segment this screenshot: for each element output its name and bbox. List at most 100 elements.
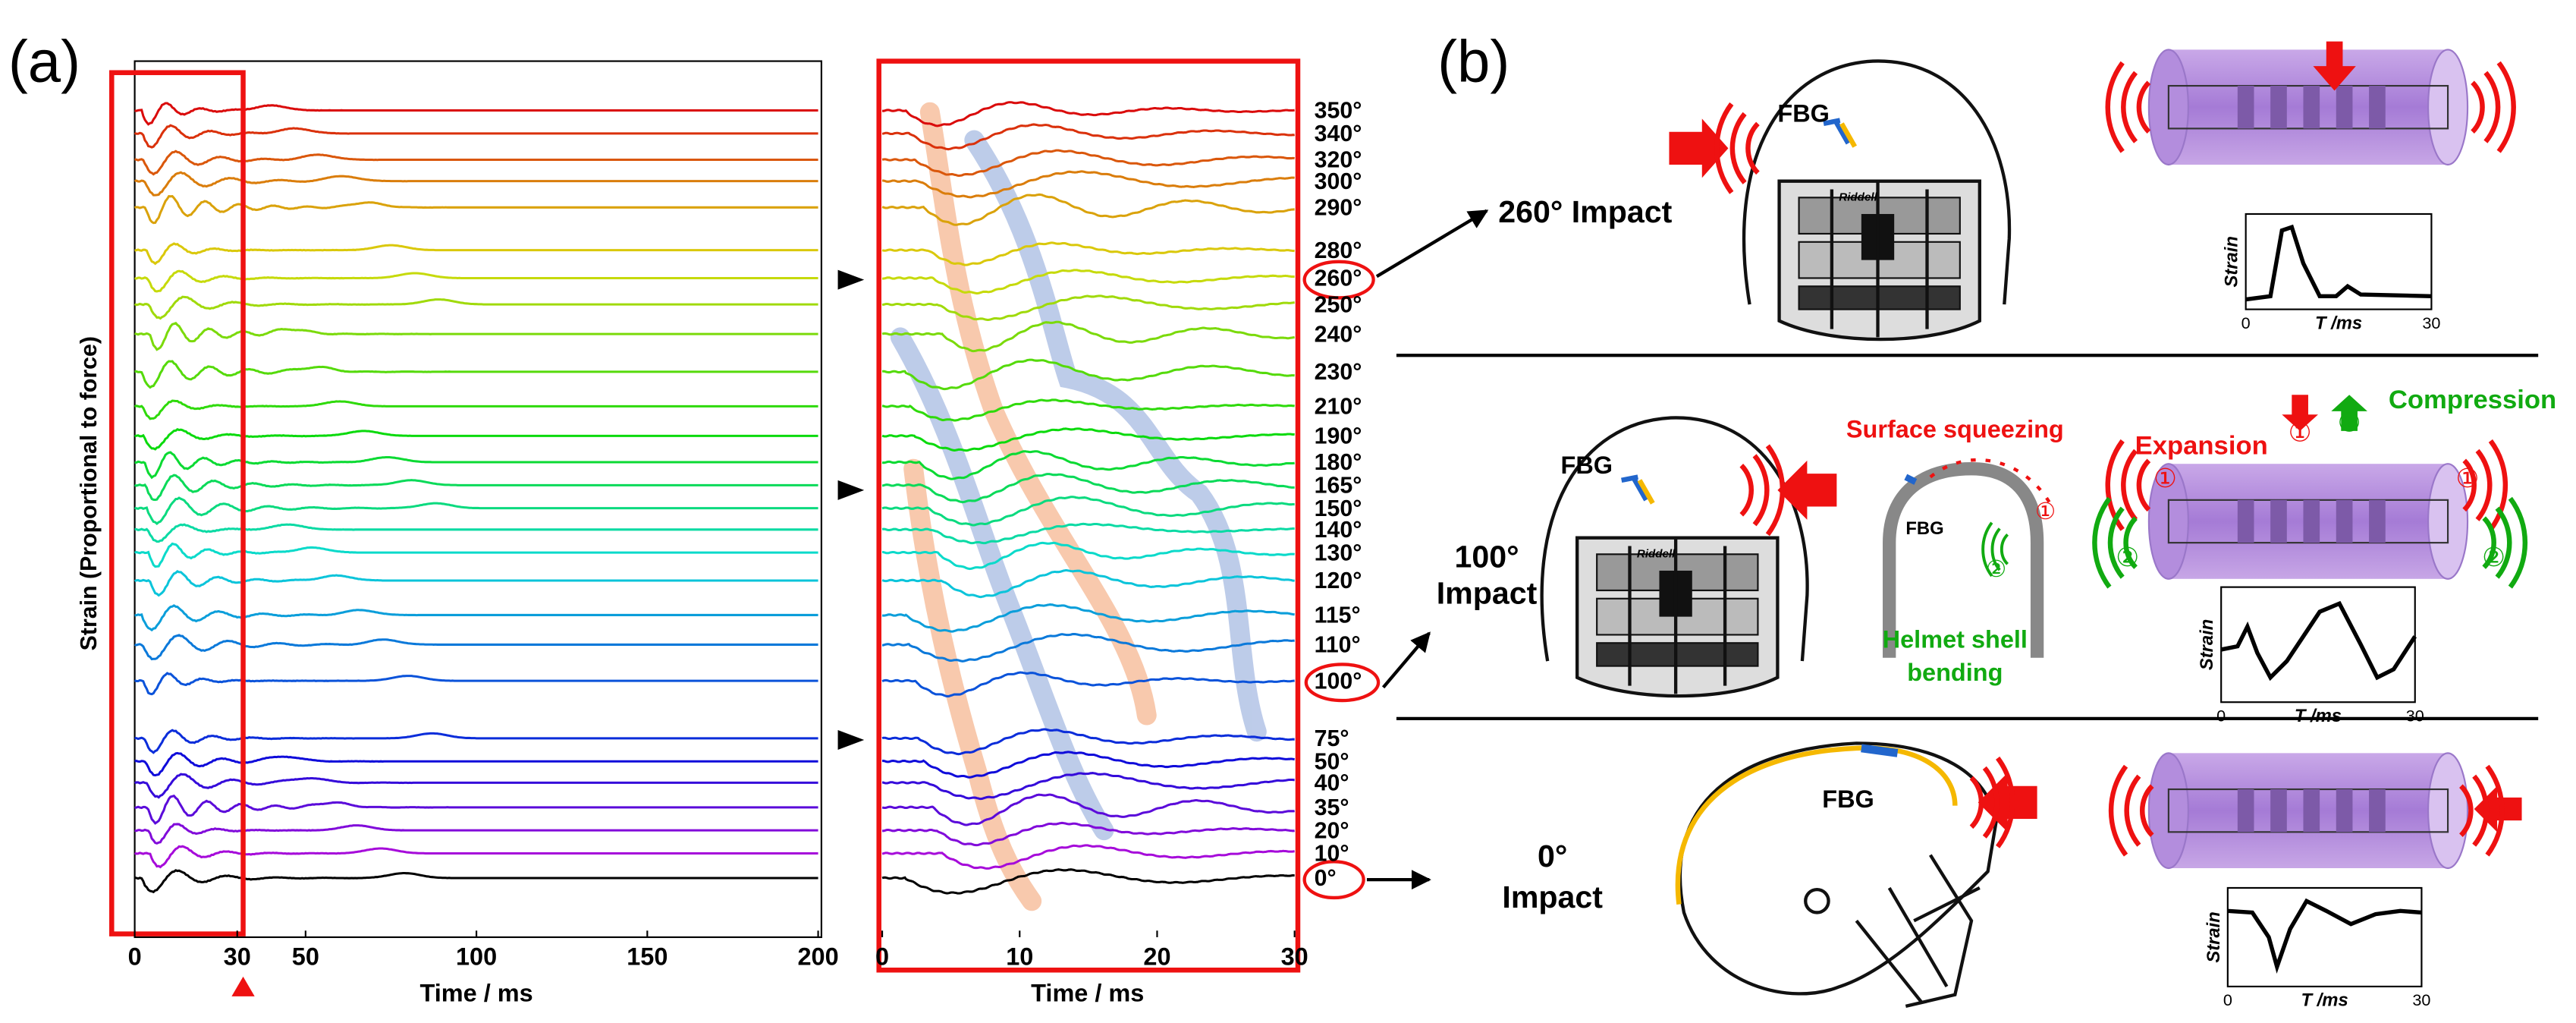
angle-label: 130° [1315,540,1362,565]
angle-label: 40° [1315,771,1349,796]
strain-trace [134,102,818,126]
angle-label: 10° [1315,842,1349,867]
strain-trace [881,793,1295,826]
inset-x-label: T /ms [2295,706,2342,726]
angle-label: 100° [1315,669,1362,694]
strain-trace [134,322,818,351]
strain-trace [134,794,818,825]
strain-trace [134,845,818,869]
angle-label: 20° [1315,818,1349,843]
strain-trace [881,671,1295,697]
step-marker: ② [2116,543,2139,572]
impact-label: Impact [1502,880,1603,914]
arrows [1366,209,1489,890]
x-tick-label: 150 [627,943,668,971]
inset-tick-label: 0 [2241,313,2251,332]
inset-tick-label: 0 [2216,706,2226,725]
step-marker: ① [2035,499,2056,524]
x-tick-label: 0 [875,943,889,971]
brand: Riddell [1637,547,1676,560]
angle-label: 35° [1315,795,1349,820]
angle-label: 350° [1315,99,1362,124]
strain-trace [134,869,818,894]
strain-trace [134,496,818,526]
step-marker: ① [2289,418,2312,447]
fiber-cylinder [2147,49,2469,166]
inset-frame [2220,586,2416,704]
angle-label: 240° [1315,322,1362,347]
inset-frame [2226,886,2423,988]
strain-trace [134,399,818,420]
inset-tick-label: 30 [2406,706,2424,725]
strain-trace [134,542,818,568]
inset-curve [2220,600,2417,681]
strain-trace [134,124,818,149]
x-tick-label: 100 [456,943,497,971]
inset-x-label: T /ms [2315,313,2362,333]
strain-trace [881,123,1295,151]
highlight-circle [1302,260,1375,300]
shell-sketch [1883,458,2056,658]
inset-x-label: T /ms [2301,990,2348,1011]
angle-label: 180° [1315,450,1362,475]
impact-label: 0° [1538,839,1567,873]
angle-label: 0° [1315,866,1337,891]
strain-trace [134,634,818,661]
strain-trace [134,295,818,320]
pointer-triangle [837,269,865,751]
strain-trace [881,473,1295,504]
angle-label: 230° [1315,360,1362,385]
x-tick-label: 200 [797,943,838,971]
panel-label: (a) [8,28,80,95]
strain-trace [881,772,1295,801]
strain-trace [134,427,818,451]
strain-trace [881,450,1295,480]
x-tick-label: 10 [1006,943,1033,971]
sensor-label: FBG [1905,518,1943,539]
strain-trace [134,171,818,197]
angle-label: 210° [1315,395,1362,420]
angle-label: 280° [1315,238,1362,263]
strain-trace [881,427,1295,452]
angle-label: 320° [1315,148,1362,173]
strain-trace [881,603,1295,633]
step-marker: ② [2338,408,2361,437]
inset-tick-label: 30 [2422,313,2440,332]
strain-trace [134,773,818,799]
step-marker: ② [2482,543,2505,572]
brand: Riddell [1839,190,1877,203]
impact-label: 100° [1455,540,1519,574]
x-tick-label: 30 [1281,943,1308,971]
strain-trace [134,360,818,389]
sensor-label: FBG [1822,785,1874,813]
highlight-circle [1304,663,1381,703]
strain-trace [881,241,1295,266]
angle-label: 190° [1315,424,1362,449]
x-tick-label: 0 [128,943,142,971]
trend-bands [890,102,1267,911]
strain-trace [882,821,1295,847]
panel-label: (b) [1437,28,1509,95]
strain-trace [881,193,1295,226]
zoom-region [109,70,246,936]
angle-label: 115° [1315,603,1361,628]
fiber-cylinder [2147,752,2469,870]
annotation: bending [1907,659,2003,686]
strain-trace [134,451,818,480]
strain-trace [882,358,1295,391]
angle-label: 290° [1315,196,1362,221]
angle-label: 50° [1315,749,1349,774]
strain-trace [881,294,1295,321]
zoom-frame [876,58,1301,973]
angle-label: 120° [1315,568,1362,593]
annotation: Helmet shell [1883,626,2028,653]
inset-y-label: Strain [2204,911,2224,962]
inset-y-label: Strain [2222,236,2242,287]
strain-trace [882,751,1295,779]
fiber-cylinder [2147,463,2469,580]
angle-label: 140° [1315,518,1362,543]
strain-trace [134,150,818,176]
strain-trace [134,604,818,632]
strain-trace [882,101,1295,127]
angle-label: 340° [1315,121,1362,146]
